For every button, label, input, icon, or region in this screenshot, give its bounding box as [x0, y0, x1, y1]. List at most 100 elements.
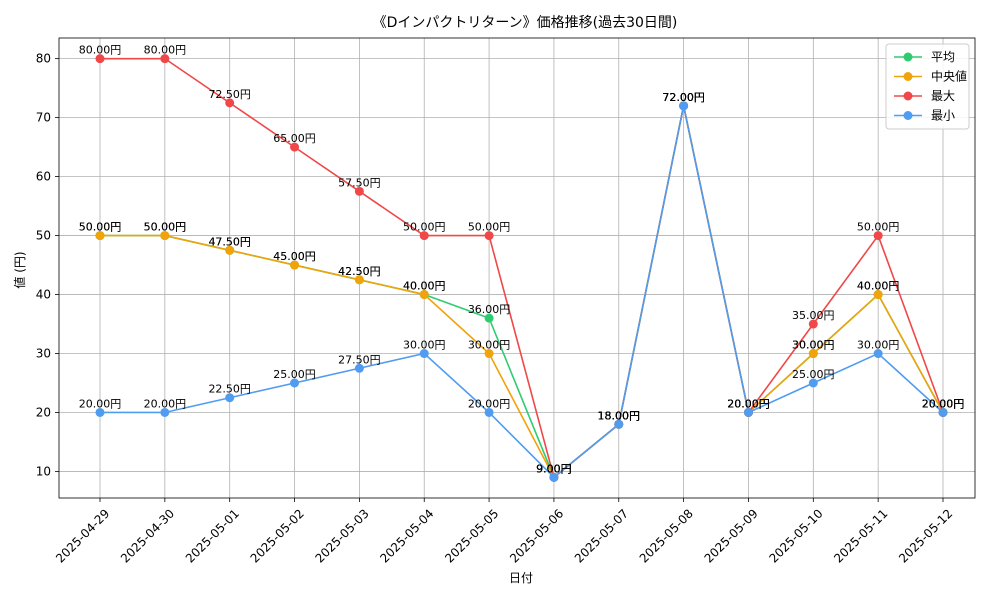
data-point	[354, 186, 364, 196]
data-point	[225, 98, 235, 108]
data-point	[290, 260, 300, 270]
y-axis-title: 値 (円)	[12, 251, 27, 288]
data-label: 20.00円	[922, 397, 965, 410]
data-label: 20.00円	[727, 397, 770, 410]
legend-marker	[903, 72, 913, 81]
x-tick-label: 2025-04-29	[53, 506, 112, 565]
data-label: 72.00円	[662, 91, 705, 104]
data-point	[873, 349, 883, 359]
data-label: 72.00円	[662, 91, 705, 104]
x-tick-label: 2025-05-06	[507, 506, 566, 565]
plot-frame	[58, 37, 976, 499]
x-tick-label: 2025-05-02	[248, 506, 307, 565]
data-point	[873, 231, 883, 241]
data-label: 22.50円	[208, 383, 251, 396]
data-label: 50.00円	[79, 221, 122, 234]
data-label: 45.00円	[273, 250, 316, 263]
x-tick-label: 2025-05-07	[572, 506, 631, 565]
data-label: 50.00円	[144, 221, 187, 234]
x-tick-label: 2025-05-08	[637, 506, 696, 565]
data-point	[95, 54, 105, 64]
data-point	[808, 349, 818, 359]
series-line-0	[100, 105, 944, 479]
legend-box	[885, 43, 970, 130]
y-tick-label: 70	[36, 111, 51, 125]
x-tick-label: 2025-05-01	[183, 506, 242, 565]
data-label: 30.00円	[403, 339, 446, 352]
data-point	[160, 54, 170, 64]
x-axis-title: 日付	[509, 571, 533, 585]
data-label: 20.00円	[922, 397, 965, 410]
data-point	[225, 393, 235, 403]
data-label: 20.00円	[727, 397, 770, 410]
data-point	[419, 349, 429, 359]
y-tick-label: 30	[36, 347, 51, 361]
data-label: 27.50円	[338, 353, 381, 366]
y-tick-label: 20	[36, 405, 51, 419]
data-point	[743, 407, 753, 417]
data-label: 20.00円	[922, 397, 965, 410]
x-tick-label: 2025-05-05	[442, 506, 501, 565]
data-point	[484, 349, 494, 359]
chart-title: 《Dインパクトリターン》価格推移(過去30日間)	[373, 15, 678, 31]
data-label: 9.00円	[536, 462, 572, 475]
data-label: 20.00円	[468, 397, 511, 410]
data-label: 9.00円	[536, 462, 572, 475]
y-tick-label: 40	[36, 288, 51, 302]
data-label: 40.00円	[403, 280, 446, 293]
data-label: 50.00円	[857, 221, 900, 234]
data-point	[95, 231, 105, 241]
data-label: 18.00円	[598, 409, 641, 422]
data-label: 45.00円	[273, 250, 316, 263]
legend-label: 平均	[931, 50, 955, 64]
data-point	[808, 378, 818, 388]
data-point	[354, 363, 364, 373]
data-point	[549, 472, 559, 482]
axes: 2025-04-29 2025-04-30 2025-05-01 2025-05-02…	[36, 37, 976, 566]
data-label: 50.00円	[79, 221, 122, 234]
data-label: 20.00円	[144, 397, 187, 410]
data-point	[354, 275, 364, 285]
data-point	[290, 378, 300, 388]
data-label: 40.00円	[857, 280, 900, 293]
data-label: 72.00円	[662, 91, 705, 104]
data-point	[614, 419, 624, 429]
data-point	[419, 231, 429, 241]
data-label: 30.00円	[792, 339, 835, 352]
data-label: 42.50円	[338, 265, 381, 278]
data-point	[808, 319, 818, 329]
data-label: 25.00円	[273, 368, 316, 381]
y-tick-label: 50	[36, 229, 51, 243]
legend-label: 最大	[931, 89, 955, 103]
x-tick-label: 2025-05-10	[766, 506, 825, 565]
data-label: 18.00円	[598, 409, 641, 422]
data-point	[938, 407, 948, 417]
data-point	[160, 407, 170, 417]
data-label: 9.00円	[536, 462, 572, 475]
data-label: 40.00円	[857, 280, 900, 293]
data-point	[225, 245, 235, 255]
data-point	[290, 142, 300, 152]
data-point	[679, 101, 689, 111]
data-label: 30.00円	[468, 339, 511, 352]
data-point	[419, 290, 429, 300]
series-line-2	[100, 57, 944, 479]
data-label: 36.00円	[468, 303, 511, 316]
data-point	[484, 407, 494, 417]
data-label: 18.00円	[598, 409, 641, 422]
data-label: 50.00円	[144, 221, 187, 234]
data-label: 20.00円	[922, 397, 965, 410]
x-tick-label: 2025-05-04	[377, 506, 436, 565]
data-point	[873, 290, 883, 300]
data-label: 9.00円	[536, 462, 572, 475]
data-point	[160, 231, 170, 241]
data-label: 42.50円	[338, 265, 381, 278]
data-label: 50.00円	[468, 221, 511, 234]
data-label: 47.50円	[208, 235, 251, 248]
series-line-1	[100, 105, 944, 479]
data-label: 35.00円	[792, 309, 835, 322]
legend-label: 中央値	[931, 69, 967, 84]
data-label: 65.00円	[273, 132, 316, 145]
x-tick-label: 2025-05-09	[702, 506, 761, 565]
